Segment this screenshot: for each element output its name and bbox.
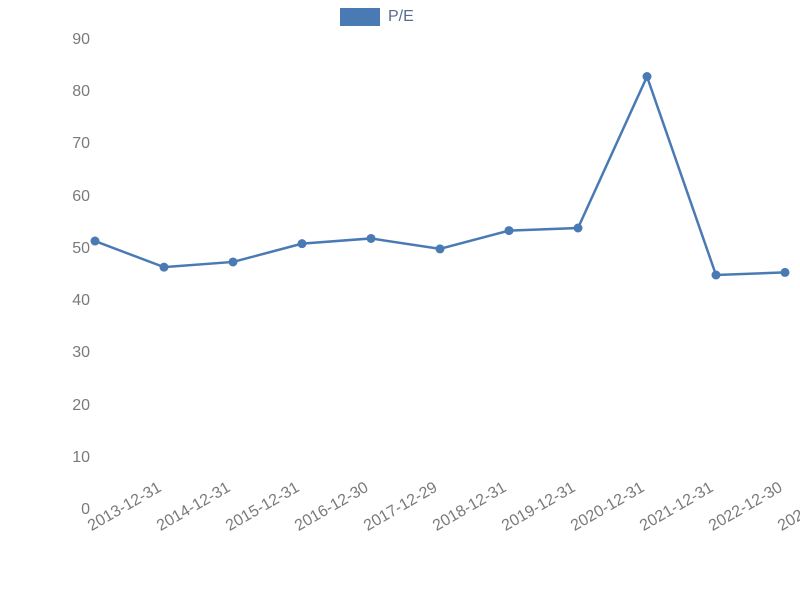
data-point <box>229 257 238 266</box>
y-tick-label: 40 <box>10 292 90 310</box>
x-tick-label: 2020-12-31 <box>568 520 577 536</box>
x-tick-label: 2023-12-29 <box>775 520 784 536</box>
y-tick-label: 90 <box>10 31 90 49</box>
data-point <box>298 239 307 248</box>
x-tick-label: 2013-12-31 <box>85 520 94 536</box>
line-series <box>95 40 785 510</box>
data-point <box>91 237 100 246</box>
plot-area <box>95 40 785 510</box>
x-tick-label: 2017-12-29 <box>361 520 370 536</box>
y-tick-label: 80 <box>10 83 90 101</box>
x-tick-label: 2018-12-31 <box>430 520 439 536</box>
x-tick-label: 2016-12-30 <box>292 520 301 536</box>
y-axis: 0102030405060708090 <box>0 40 90 510</box>
y-tick-label: 10 <box>10 449 90 467</box>
y-tick-label: 60 <box>10 188 90 206</box>
y-tick-label: 0 <box>10 501 90 519</box>
y-tick-label: 70 <box>10 135 90 153</box>
legend: P/E <box>340 8 414 26</box>
data-point <box>574 224 583 233</box>
data-point <box>643 72 652 81</box>
x-tick-label: 2019-12-31 <box>499 520 508 536</box>
legend-label: P/E <box>388 8 414 26</box>
data-point <box>505 226 514 235</box>
x-axis: 2013-12-312014-12-312015-12-312016-12-30… <box>90 510 790 600</box>
x-tick-label: 2014-12-31 <box>154 520 163 536</box>
y-tick-label: 20 <box>10 397 90 415</box>
legend-swatch <box>340 8 380 26</box>
pe-chart: P/E 0 10 20 30 40 50 60 70 80 90 2013-12-31 2014-1… <box>0 0 800 600</box>
y-tick-label: 50 <box>10 240 90 258</box>
data-point <box>712 271 721 280</box>
y-tick-label: 30 <box>10 344 90 362</box>
x-tick-label: 2022-12-30 <box>706 520 715 536</box>
data-point <box>781 268 790 277</box>
data-point <box>367 234 376 243</box>
x-tick-label: 2021-12-31 <box>637 520 646 536</box>
data-point <box>436 244 445 253</box>
data-point <box>160 263 169 272</box>
x-tick-label: 2015-12-31 <box>223 520 232 536</box>
